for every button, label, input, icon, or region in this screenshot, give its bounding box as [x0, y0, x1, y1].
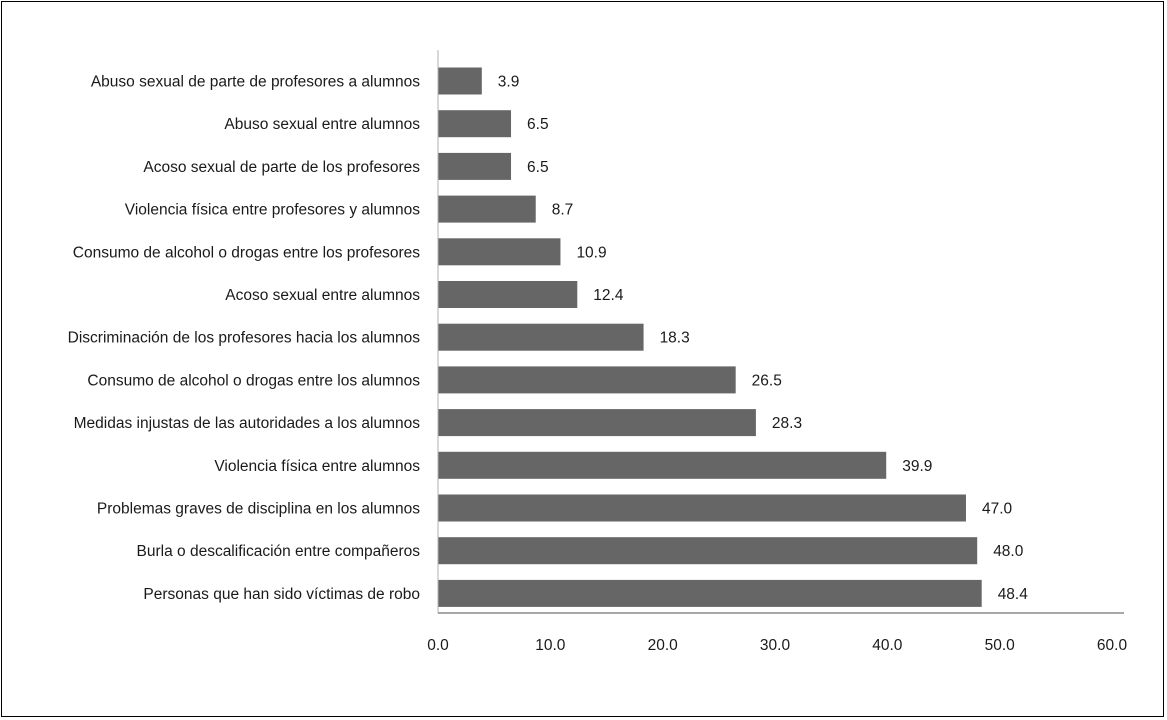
bars-group — [438, 67, 982, 607]
category-label: Discriminación de los profesores hacia l… — [68, 330, 421, 347]
value-label: 3.9 — [498, 74, 520, 91]
bar — [438, 281, 578, 308]
x-tick-label: 50.0 — [985, 637, 1016, 654]
value-label: 26.5 — [752, 372, 782, 389]
value-labels-group: 3.9 6.5 6.5 8.7 10.9 12.4 18.3 26.5 28.3 39.9 47.0… — [498, 74, 1028, 603]
category-label: Acoso sexual de parte de los profesores — [143, 159, 420, 176]
x-axis-ticks-group: 0.0 10.0 20.0 30.0 40.0 50.0 60.0 — [427, 637, 1127, 654]
value-label: 47.0 — [982, 501, 1013, 518]
category-label: Burla o descalificación entre compañeros — [137, 543, 421, 560]
bar — [438, 409, 756, 437]
category-label: Problemas graves de disciplina en los al… — [97, 501, 420, 518]
x-tick-label: 60.0 — [1097, 637, 1128, 654]
category-label: Abuso sexual de parte de profesores a al… — [91, 74, 420, 91]
category-label: Medidas injustas de las autoridades a lo… — [74, 415, 421, 432]
value-label: 10.9 — [576, 244, 606, 261]
x-tick-label: 20.0 — [648, 637, 679, 654]
bar — [438, 494, 966, 522]
category-label: Consumo de alcohol o drogas entre los pr… — [73, 244, 420, 261]
value-label: 48.0 — [993, 543, 1024, 560]
value-label: 8.7 — [552, 202, 574, 219]
bar — [438, 152, 512, 180]
category-label: Abuso sexual entre alumnos — [224, 116, 420, 133]
bar — [438, 195, 536, 223]
x-tick-label: 0.0 — [427, 637, 449, 654]
value-label: 12.4 — [593, 287, 624, 304]
bar — [438, 67, 482, 95]
value-label: 18.3 — [660, 330, 690, 347]
bar — [438, 366, 736, 394]
category-labels-group: Abuso sexual de parte de profesores a al… — [68, 74, 421, 603]
x-tick-label: 30.0 — [760, 637, 791, 654]
category-label: Violencia física entre profesores y alum… — [125, 202, 420, 219]
value-label: 6.5 — [527, 116, 549, 133]
bar — [438, 110, 512, 138]
category-label: Consumo de alcohol o drogas entre los al… — [87, 372, 420, 389]
bar — [438, 537, 978, 565]
category-label: Acoso sexual entre alumnos — [225, 287, 420, 304]
category-label: Personas que han sido víctimas de robo — [143, 586, 420, 603]
value-label: 48.4 — [998, 586, 1029, 603]
x-tick-label: 40.0 — [872, 637, 903, 654]
value-label: 6.5 — [527, 159, 549, 176]
x-tick-label: 10.0 — [535, 637, 566, 654]
category-label: Violencia física entre alumnos — [214, 458, 420, 475]
bar — [438, 451, 887, 479]
bar — [438, 238, 561, 266]
bar — [438, 579, 982, 607]
value-label: 39.9 — [902, 458, 932, 475]
value-label: 28.3 — [772, 415, 802, 432]
bar — [438, 323, 644, 351]
